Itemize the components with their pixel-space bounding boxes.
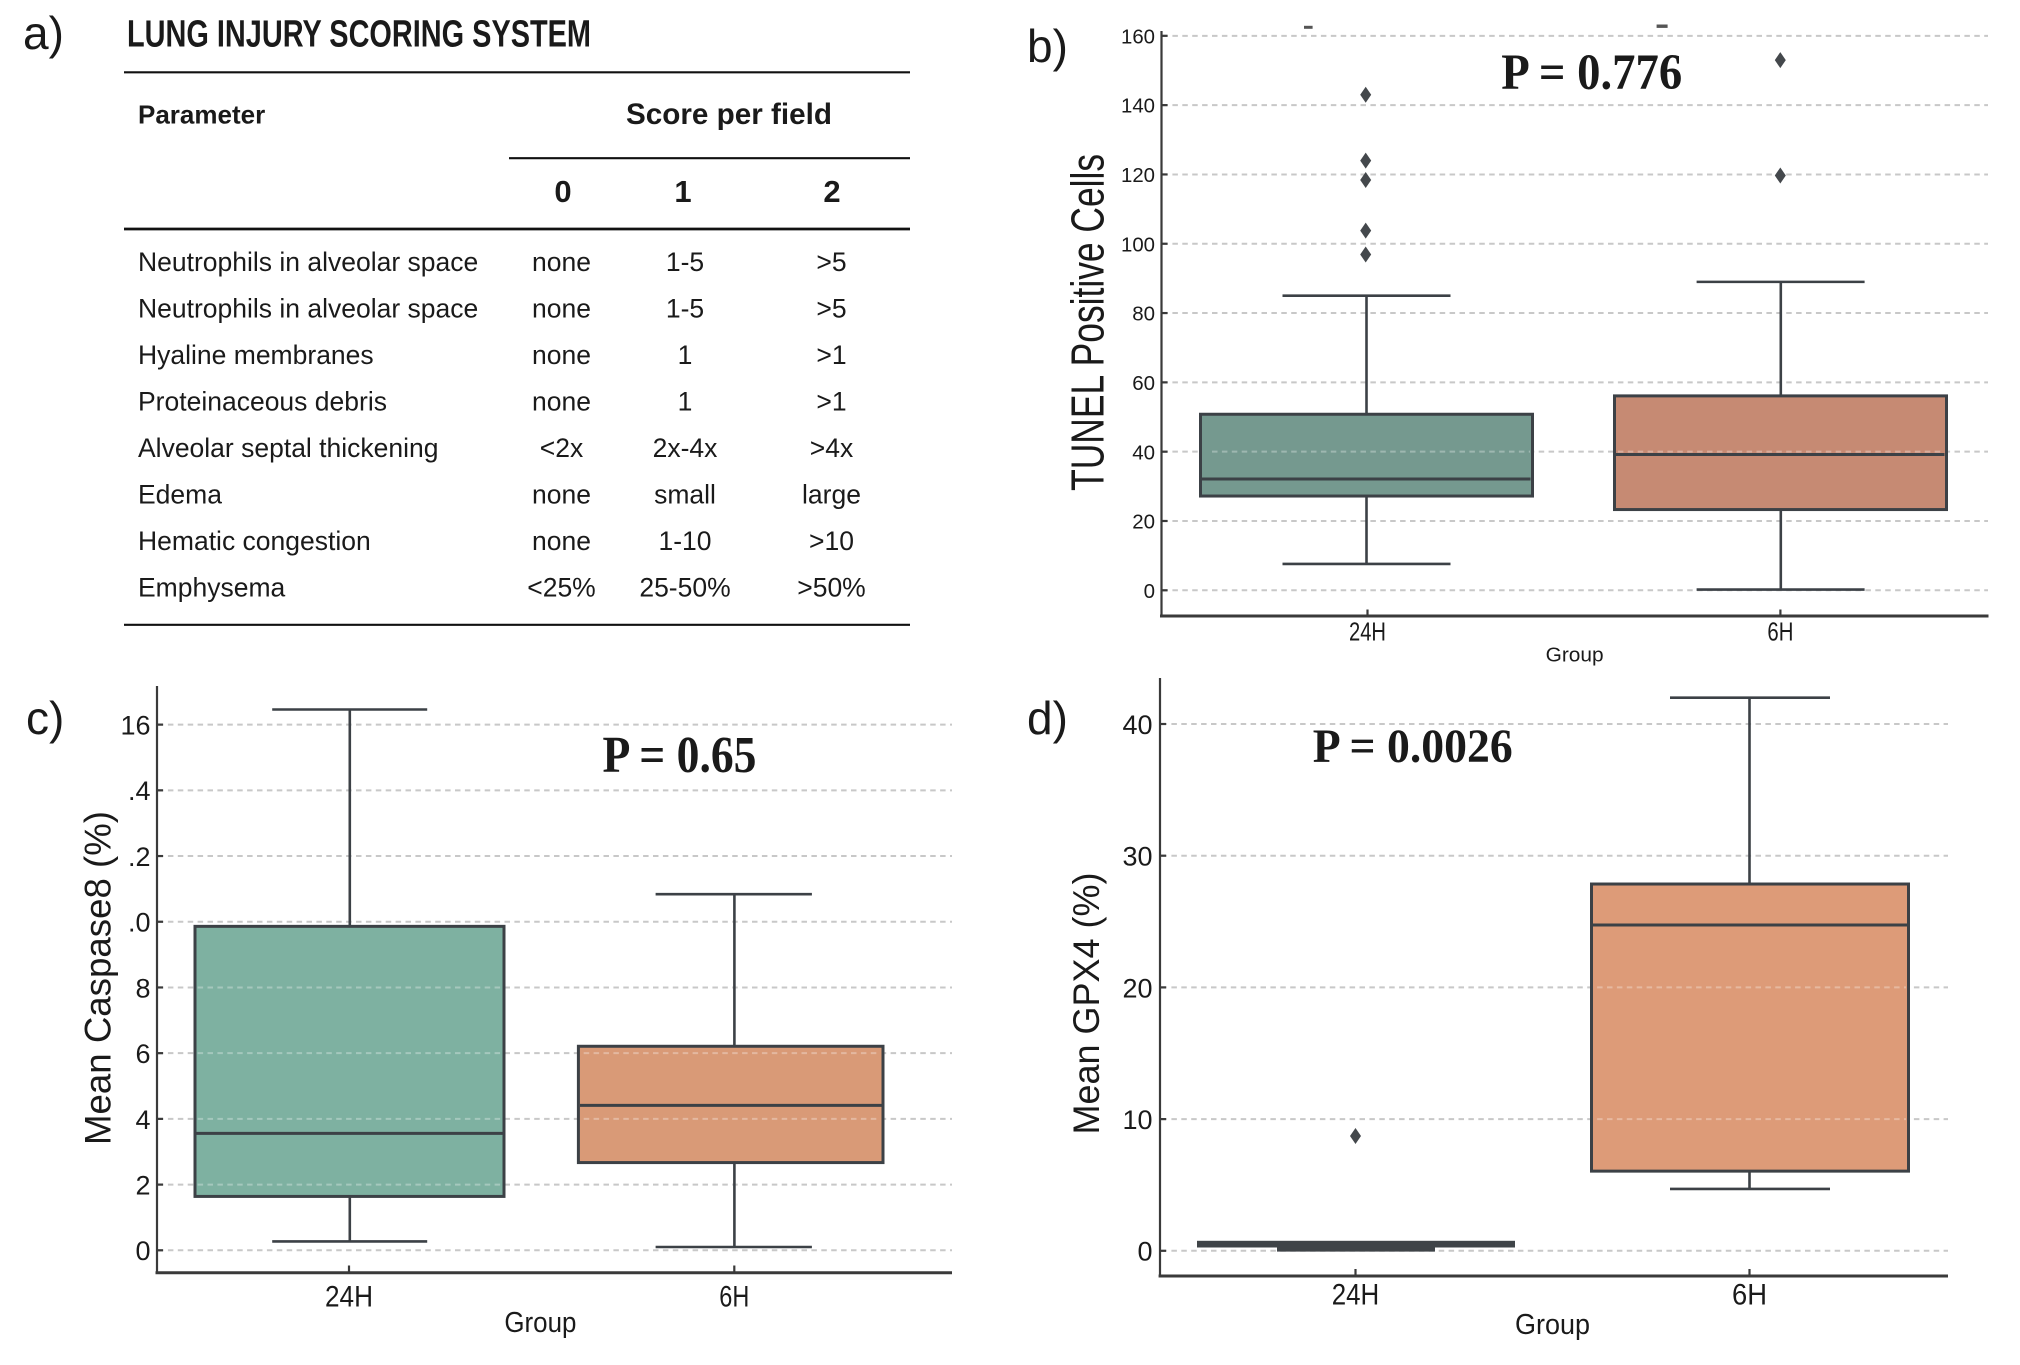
svg-text:20: 20 [1122, 973, 1152, 1003]
svg-text:none: none [532, 340, 591, 370]
svg-text:.0: .0 [128, 908, 151, 938]
svg-text:8: 8 [135, 973, 150, 1003]
svg-text:0: 0 [1137, 1237, 1152, 1267]
svg-text:24H: 24H [325, 1281, 373, 1314]
svg-text:none: none [532, 526, 591, 556]
svg-text:Emphysema: Emphysema [138, 573, 286, 603]
svg-text:0: 0 [554, 174, 571, 209]
svg-text:24H: 24H [1332, 1279, 1380, 1312]
svg-text:2x-4x: 2x-4x [653, 433, 718, 463]
svg-text:>5: >5 [816, 294, 846, 324]
svg-text:c): c) [26, 692, 64, 744]
svg-text:20: 20 [1132, 511, 1155, 534]
svg-text:.4: .4 [128, 776, 151, 806]
svg-text:160: 160 [1121, 25, 1155, 48]
svg-text:>10: >10 [809, 526, 854, 556]
svg-text:Neutrophils in alveolar space: Neutrophils in alveolar space [138, 247, 478, 277]
svg-text:none: none [532, 294, 591, 324]
svg-text:1: 1 [678, 387, 693, 417]
svg-text:Neutrophils in alveolar space: Neutrophils in alveolar space [138, 294, 478, 324]
svg-text:Group: Group [1546, 644, 1604, 666]
svg-text:2: 2 [823, 174, 840, 209]
svg-text:<2x: <2x [540, 433, 583, 463]
svg-text:30: 30 [1122, 842, 1152, 872]
svg-text:d): d) [1027, 692, 1068, 744]
svg-text:100: 100 [1121, 233, 1155, 256]
svg-text:Edema: Edema [138, 480, 222, 510]
svg-text:60: 60 [1132, 372, 1155, 395]
svg-text:120: 120 [1121, 164, 1155, 187]
svg-text:large: large [802, 480, 861, 510]
svg-text:24H: 24H [1349, 619, 1386, 647]
svg-text:LUNG INJURY SCORING SYSTEM: LUNG INJURY SCORING SYSTEM [127, 14, 591, 56]
svg-text:1-5: 1-5 [666, 247, 704, 277]
svg-text:0: 0 [135, 1236, 150, 1266]
svg-text:1-5: 1-5 [666, 294, 704, 324]
svg-text:Group: Group [504, 1307, 576, 1339]
svg-text:Hyaline membranes: Hyaline membranes [138, 340, 374, 370]
svg-text:>4x: >4x [810, 433, 853, 463]
svg-text:none: none [532, 247, 591, 277]
svg-text:>5: >5 [816, 247, 846, 277]
svg-text:1: 1 [674, 174, 691, 209]
svg-text:none: none [532, 387, 591, 417]
svg-text:Group: Group [1515, 1309, 1590, 1341]
svg-text:40: 40 [1122, 710, 1152, 740]
svg-text:P = 0.65: P = 0.65 [603, 727, 757, 784]
svg-text:16: 16 [120, 711, 150, 741]
svg-text:Hematic congestion: Hematic congestion [138, 526, 371, 556]
svg-text:Alveolar septal thickening: Alveolar septal thickening [138, 433, 439, 463]
svg-text:40: 40 [1132, 441, 1155, 464]
svg-text:P = 0.776: P = 0.776 [1501, 45, 1682, 101]
svg-text:80: 80 [1132, 303, 1155, 326]
svg-text:>1: >1 [816, 387, 846, 417]
svg-text:TUNEL Positive Cells: TUNEL Positive Cells [1062, 154, 1114, 491]
svg-text:>1: >1 [816, 340, 846, 370]
svg-text:.2: .2 [128, 842, 151, 872]
svg-text:6H: 6H [1732, 1279, 1767, 1312]
svg-text:4: 4 [135, 1105, 150, 1135]
svg-text:Score per field: Score per field [626, 98, 832, 131]
svg-text:10: 10 [1122, 1105, 1152, 1135]
svg-text:0: 0 [1144, 580, 1155, 603]
svg-text:6H: 6H [1767, 619, 1793, 647]
svg-text:1-10: 1-10 [658, 526, 711, 556]
svg-text:Mean Caspase8 (%): Mean Caspase8 (%) [78, 811, 119, 1145]
svg-text:2: 2 [135, 1170, 150, 1200]
svg-text:1: 1 [678, 340, 693, 370]
svg-text:140: 140 [1121, 95, 1155, 118]
svg-text:Mean GPX4 (%): Mean GPX4 (%) [1066, 873, 1107, 1135]
svg-text:6H: 6H [719, 1281, 749, 1314]
svg-text:Proteinaceous debris: Proteinaceous debris [138, 387, 387, 417]
svg-text:a): a) [23, 7, 64, 59]
svg-text:small: small [654, 480, 716, 510]
svg-text:none: none [532, 480, 591, 510]
svg-text:<25%: <25% [527, 573, 596, 603]
svg-text:Parameter: Parameter [138, 100, 265, 130]
svg-text:P = 0.0026: P = 0.0026 [1313, 720, 1513, 773]
svg-text:6: 6 [135, 1039, 150, 1069]
svg-text:>50%: >50% [797, 573, 866, 603]
svg-text:b): b) [1027, 20, 1068, 72]
svg-text:25-50%: 25-50% [639, 573, 730, 603]
